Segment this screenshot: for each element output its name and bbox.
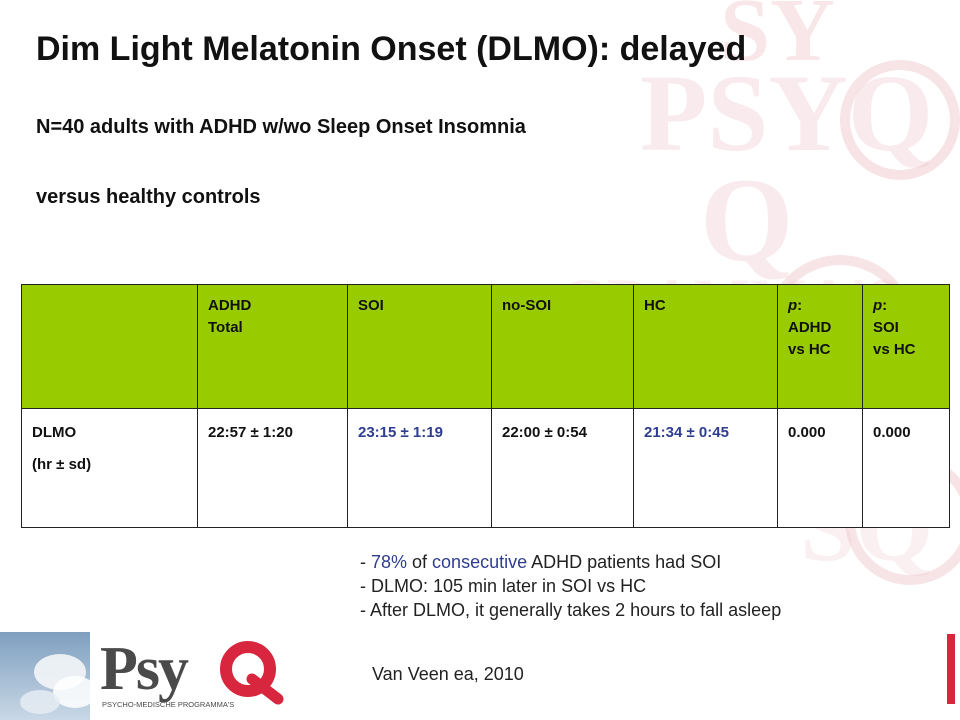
row-label-line1: DLMO — [32, 424, 77, 441]
table-row: DLMO (hr ± sd) 22:57 ± 1:20 23:15 ± 1:19… — [21, 408, 950, 528]
p-vs-label: vs HC — [788, 340, 831, 358]
cell-p-soi-hc: 0.000 — [862, 408, 950, 528]
svg-text:PSYCHO-MEDISCHE PROGRAMMA'S: PSYCHO-MEDISCHE PROGRAMMA'S — [102, 700, 234, 709]
citation: Van Veen ea, 2010 — [372, 664, 524, 684]
p-symbol: p — [873, 297, 883, 314]
table-header-row: ADHD Total SOI no-SOI HC p: ADHD vs HC p… — [21, 284, 950, 409]
findings-notes: - 78% of consecutive ADHD patients had S… — [360, 550, 781, 622]
svg-text:PSYQ: PSYQ — [640, 52, 933, 174]
cell-soi: 23:15 ± 1:19 — [347, 408, 492, 528]
header-p-adhd-vs-hc: p: ADHD vs HC — [777, 284, 863, 409]
p-group-label: ADHD — [788, 318, 832, 336]
note-text: of — [407, 552, 433, 572]
p-colon: : — [797, 297, 803, 314]
note-dash: - — [360, 552, 371, 572]
dlmo-results-table: ADHD Total SOI no-SOI HC p: ADHD vs HC p… — [21, 284, 950, 528]
header-p-soi-vs-hc: p: SOI vs HC — [862, 284, 950, 409]
p-group-label: SOI — [873, 318, 899, 336]
header-soi: SOI — [347, 284, 492, 409]
header-no-soi: no-SOI — [491, 284, 634, 409]
sky-cloud-image — [0, 632, 90, 720]
cell-p-adhd-hc: 0.000 — [777, 408, 863, 528]
slide-title: Dim Light Melatonin Onset (DLMO): delaye… — [36, 30, 747, 68]
p-vs-label: vs HC — [873, 340, 916, 358]
header-total-label: Total — [208, 318, 243, 336]
svg-text:SY: SY — [720, 0, 835, 80]
note-text: ADHD patients had SOI — [527, 552, 722, 572]
row-label-line2: (hr ± sd) — [32, 455, 92, 473]
svg-text:Psy: Psy — [100, 635, 189, 703]
header-empty-cell — [21, 284, 198, 409]
p-colon: : — [882, 297, 888, 314]
slide-subtitle-comparison: versus healthy controls — [36, 186, 261, 208]
note-item: - After DLMO, it generally takes 2 hours… — [360, 600, 782, 620]
brand-accent-bar — [947, 634, 955, 704]
psyq-logo: Psy PSYCHO-MEDISCHE PROGRAMMA'S — [100, 635, 284, 709]
p-symbol: p — [788, 297, 798, 314]
cell-hc: 21:34 ± 0:45 — [633, 408, 778, 528]
header-hc: HC — [633, 284, 778, 409]
note-item: - DLMO: 105 min later in SOI vs HC — [360, 576, 647, 596]
row-label-dlmo: DLMO (hr ± sd) — [21, 408, 198, 528]
note-item: - 78% of consecutive ADHD patients had S… — [360, 550, 781, 574]
header-adhd-label: ADHD — [208, 297, 252, 314]
svg-text:Q: Q — [700, 153, 793, 286]
note-percentage: 78% — [371, 552, 408, 572]
slide-subtitle-population: N=40 adults with ADHD w/wo Sleep Onset I… — [36, 116, 526, 138]
header-adhd-total: ADHD Total — [197, 284, 348, 409]
note-highlight: consecutive — [432, 552, 528, 572]
cell-no-soi: 22:00 ± 0:54 — [491, 408, 634, 528]
cell-adhd-total: 22:57 ± 1:20 — [197, 408, 348, 528]
